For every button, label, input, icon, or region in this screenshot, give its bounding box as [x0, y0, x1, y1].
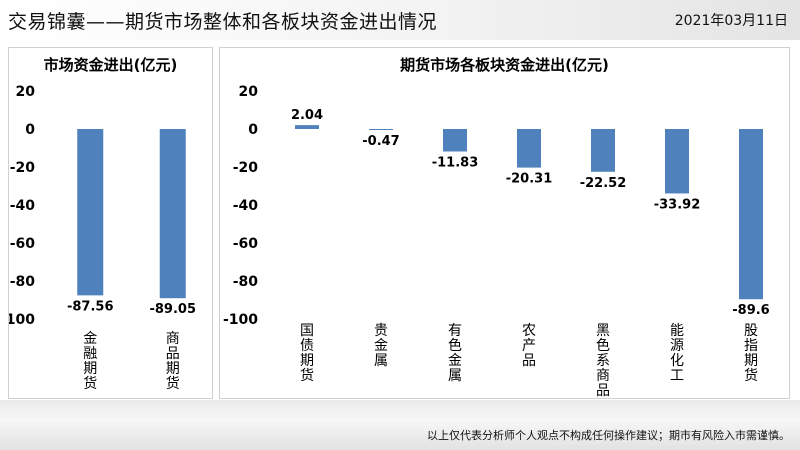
y-tick-label: 0	[248, 122, 258, 138]
bar	[665, 129, 689, 194]
category-label: 贵金属	[374, 323, 388, 369]
data-label: -89.05	[149, 302, 196, 317]
category-label: 有色金属	[448, 323, 462, 384]
bar	[295, 125, 319, 129]
category-label: 农产品	[522, 323, 536, 369]
data-label: -0.47	[362, 134, 399, 149]
bar	[159, 129, 186, 299]
y-tick-label: -100	[9, 312, 35, 328]
y-tick-label: -60	[10, 236, 36, 252]
chart-panel-market: 市场资金进出(亿元) 20 0 -20 -40 -60 -80 -100 -87.56 金融期货…	[8, 47, 213, 399]
category-label: 商品期货	[166, 331, 180, 392]
data-label: -20.31	[506, 172, 553, 187]
category-label: 金融期货	[83, 331, 97, 392]
chart-market-svg: 20 0 -20 -40 -60 -80 -100 -87.56 金融期货 -89.05 商品期货	[9, 84, 196, 392]
chart-panel-sectors: 期货市场各板块资金进出(亿元) 20 0 -20 -40 -60 -80 -100 2.04 国…	[219, 47, 790, 399]
y-tick-label: 0	[25, 122, 35, 138]
bar	[739, 129, 763, 300]
bar	[517, 129, 541, 168]
y-tick-label: -100	[223, 312, 258, 328]
page-title: 交易锦囊——期货市场整体和各板块资金进出情况	[8, 11, 438, 33]
category-label: 股指期货	[744, 323, 758, 384]
disclaimer-text: 以上仅代表分析师个人观点不构成任何操作建议；期市有风险入市需谨慎。	[427, 429, 790, 442]
y-tick-label: -40	[10, 198, 36, 214]
y-tick-label: -20	[10, 160, 36, 176]
category-label: 能源化工	[670, 323, 684, 384]
footer-bar: 以上仅代表分析师个人观点不构成任何操作建议；期市有风险入市需谨慎。	[0, 400, 800, 450]
bar	[591, 129, 615, 172]
y-tick-label: -80	[10, 274, 36, 290]
bar	[369, 129, 393, 130]
category-label: 黑色系商品	[596, 323, 610, 399]
y-tick-label: -80	[233, 274, 259, 290]
header-bar: 交易锦囊——期货市场整体和各板块资金进出情况 2021年03月11日	[0, 0, 800, 40]
data-label: -11.83	[432, 155, 479, 170]
y-tick-label: -20	[233, 160, 259, 176]
chart-sectors-svg: 20 0 -20 -40 -60 -80 -100 2.04 国债期货 -0.47 贵金属 -11.8…	[223, 84, 770, 399]
data-label: 2.04	[291, 108, 323, 123]
y-tick-label: -40	[233, 198, 259, 214]
chart-title-market: 市场资金进出(亿元)	[43, 56, 178, 74]
data-label: -33.92	[654, 197, 701, 212]
report-date: 2021年03月11日	[674, 13, 788, 29]
chart-title-sectors: 期货市场各板块资金进出(亿元)	[400, 56, 609, 74]
bar	[77, 129, 104, 296]
y-tick-label: 20	[16, 84, 36, 100]
category-label: 国债期货	[300, 323, 314, 384]
data-label: -22.52	[580, 176, 627, 191]
y-tick-label: 20	[239, 84, 259, 100]
data-label: -87.56	[67, 299, 114, 314]
data-label: -89.6	[732, 303, 769, 318]
bar	[443, 129, 467, 152]
y-tick-label: -60	[233, 236, 259, 252]
